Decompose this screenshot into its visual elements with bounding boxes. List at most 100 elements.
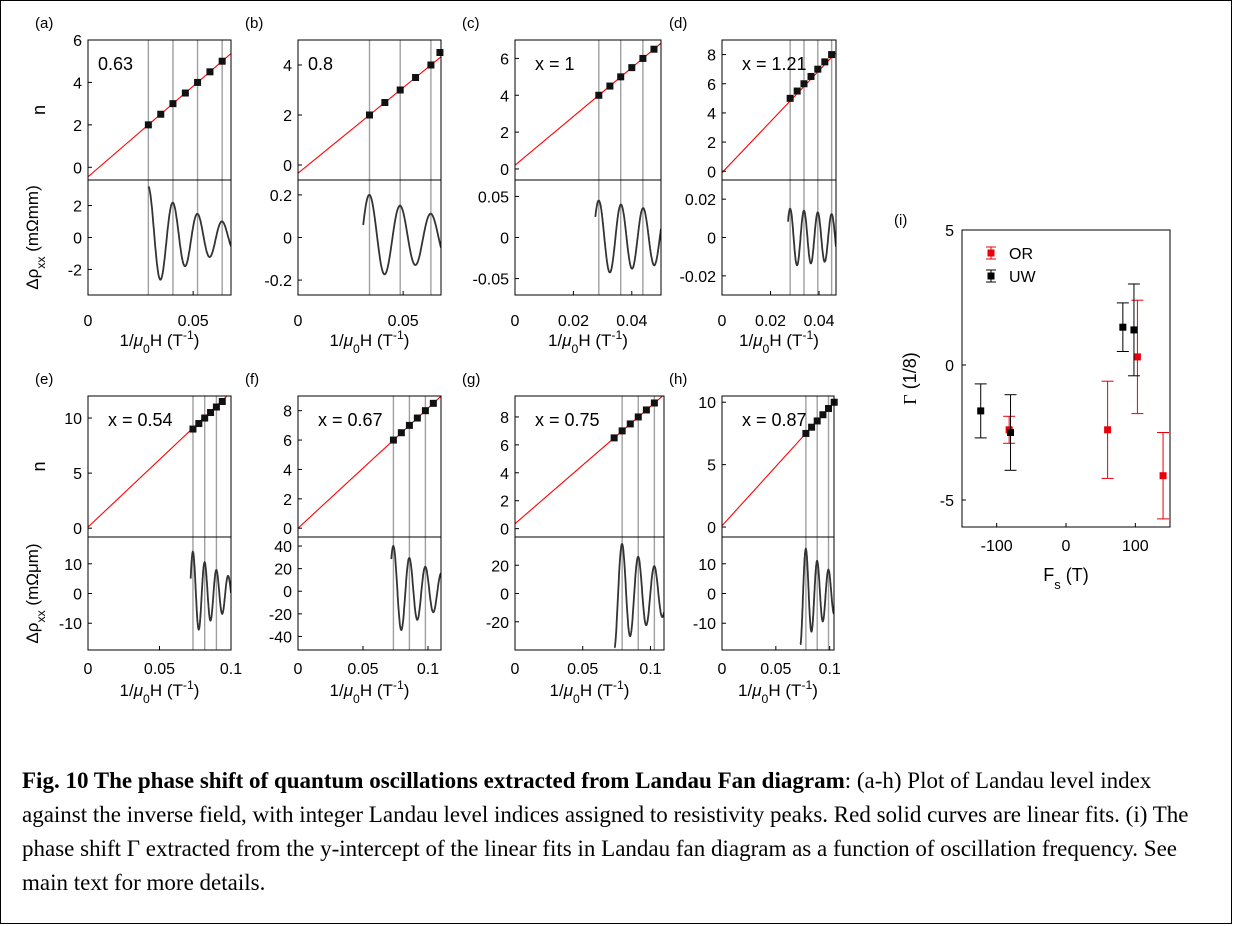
landau-level-point: [218, 398, 226, 406]
x-axis-label-part: -1: [183, 328, 194, 342]
landau-level-point: [618, 427, 626, 435]
x-axis-label: 1/μ0H (T-1): [120, 328, 200, 356]
y-tick-label: 0: [283, 584, 292, 601]
x-axis-label-part: H (T: [360, 681, 393, 700]
x-tick-label: 0.1: [819, 661, 841, 678]
x-axis-label-part: -1: [611, 328, 622, 342]
bottom-axes-frame: [297, 536, 442, 651]
panel-b: 024-0.200.20 0.05(b)0.81/μ0H (T-1): [245, 15, 444, 356]
y-tick-label: 20: [274, 562, 292, 579]
x-axis-label-part: ): [404, 681, 410, 700]
landau-level-point: [628, 64, 636, 72]
x-tick-label: 0.1: [639, 661, 661, 678]
y-tick-label: 0: [945, 358, 954, 375]
y-tick-label: 5: [945, 223, 954, 240]
landau-level-point: [825, 404, 833, 412]
landau-level-point: [144, 121, 152, 129]
data-point: [1130, 326, 1138, 334]
x-axis-label-part: μ: [561, 331, 572, 350]
x-axis-label: Fs (T): [1043, 565, 1088, 592]
panel-label: (g): [462, 371, 480, 388]
x-axis-label-part: H (T: [769, 331, 802, 350]
x-axis-label-part: μ: [563, 681, 574, 700]
x-axis-label-part: (T): [1061, 565, 1089, 585]
x-axis-label-part: μ: [133, 331, 144, 350]
y-tick-label: 0: [283, 158, 292, 175]
x-axis-label-part: H (T: [150, 331, 183, 350]
top-y-axis-label: n: [29, 105, 49, 115]
x-axis-label-part: 0: [573, 692, 580, 706]
top-y-axis-label: n: [29, 461, 49, 471]
y-tick-label: 4: [500, 466, 509, 483]
data-point: [1159, 472, 1167, 480]
x-axis-label-part: μ: [343, 681, 354, 700]
landau-level-point: [617, 73, 625, 81]
y-tick-label: 0: [500, 231, 509, 248]
panel-label: (h): [669, 371, 687, 388]
landau-level-point: [828, 51, 836, 59]
x-axis-label: 1/μ0H (T-1): [739, 328, 819, 356]
panel-annotation: x = 0.75: [535, 410, 600, 430]
y-tick-label: -20: [486, 615, 509, 632]
x-axis-label-part: H (T: [580, 681, 613, 700]
x-axis-label-part: μ: [752, 331, 763, 350]
y-tick-label: 6: [707, 77, 716, 94]
landau-level-point: [802, 429, 810, 437]
x-axis-label-part: μ: [343, 331, 354, 350]
bottom-y-axis-label-part: xx: [34, 610, 48, 622]
landau-level-point: [650, 399, 658, 407]
y-tick-label: 0: [707, 231, 716, 248]
landau-level-point: [366, 111, 373, 119]
y-tick-label: -2: [68, 262, 82, 279]
y-tick-label: 4: [283, 58, 292, 75]
y-tick-label: 2: [707, 135, 716, 152]
panel-annotation: 0.8: [308, 54, 333, 74]
x-axis-label-part: F: [1043, 565, 1054, 585]
x-axis-label-part: -1: [613, 678, 624, 692]
x-axis-label-part: ): [812, 681, 818, 700]
x-tick-label: 0: [718, 313, 727, 330]
landau-level-point: [808, 423, 816, 431]
y-tick-label: 0: [73, 587, 82, 604]
x-axis-label-part: -1: [801, 678, 812, 692]
landau-level-point: [650, 45, 658, 53]
oscillation-curve: [799, 547, 834, 645]
y-tick-label: 10: [64, 411, 82, 428]
error-bar-point: [1127, 283, 1140, 377]
landau-level-point: [206, 68, 214, 76]
x-axis-label-part: -1: [183, 678, 194, 692]
x-axis-label-part: ): [813, 331, 819, 350]
x-axis-label-part: -1: [393, 678, 404, 692]
x-tick-label: 0: [84, 661, 93, 678]
x-axis-label-part: 1/: [738, 681, 752, 700]
error-bar-point: [1116, 302, 1129, 352]
x-tick-label: 0.1: [220, 661, 242, 678]
x-tick-label: 0: [718, 661, 727, 678]
panel-annotation: x = 1.21: [742, 54, 807, 74]
x-axis-label-part: 1/: [550, 681, 564, 700]
y-tick-label: 0: [500, 162, 509, 179]
y-tick-label: 0: [73, 521, 82, 538]
y-tick-label: 8: [707, 48, 716, 65]
landau-level-point: [427, 61, 435, 69]
landau-level-point: [634, 413, 642, 421]
y-tick-label: -0.05: [473, 272, 510, 289]
y-tick-label: 0.05: [478, 189, 509, 206]
bottom-y-axis-label: Δρxx (mΩmm): [23, 185, 48, 290]
y-tick-label: 40: [274, 539, 292, 556]
panel-annotation: x = 0.67: [318, 410, 383, 430]
landau-level-point: [793, 87, 801, 95]
y-tick-label: 5: [73, 466, 82, 483]
x-tick-label: 0.05: [388, 313, 419, 330]
landau-level-point: [412, 74, 420, 81]
x-axis-label-part: 0: [763, 342, 770, 356]
x-axis-label-part: μ: [751, 681, 762, 700]
caption-text: : (a-h) Plot of Landau level index again…: [22, 768, 1189, 895]
x-tick-label: 0: [1062, 538, 1071, 555]
x-tick-label: 0.05: [347, 661, 378, 678]
bottom-y-axis-label-part: xx: [34, 256, 48, 268]
data-point: [1133, 353, 1141, 361]
y-tick-label: 4: [73, 75, 82, 92]
x-axis-label-part: H (T: [360, 331, 393, 350]
